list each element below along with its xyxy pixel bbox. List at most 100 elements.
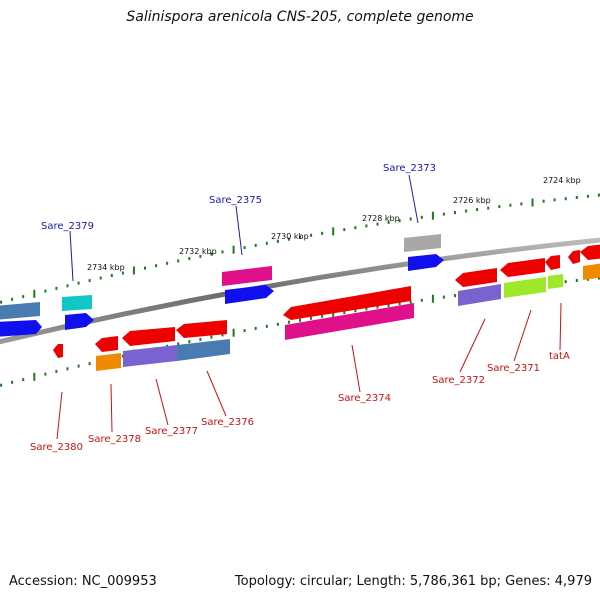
tick-mark: [310, 316, 313, 320]
label-sare-2377: Sare_2377: [145, 426, 198, 437]
gene-sare-2373-blue[interactable]: [408, 254, 444, 271]
tick-mark: [310, 233, 313, 237]
tick-mark: [586, 194, 589, 198]
tick-mark: [321, 231, 324, 235]
gene-sare-2376-red[interactable]: [176, 320, 227, 338]
tick-mark: [575, 196, 578, 199]
gene-sare-2375-blue[interactable]: [225, 285, 274, 304]
map-title: Salinispora arenicola CNS-205, complete …: [126, 9, 474, 25]
tick-mark: [276, 322, 279, 326]
tick-mark: [11, 380, 14, 384]
label-sare-2376: Sare_2376: [201, 417, 254, 428]
callout-sare-2373: [408, 174, 419, 224]
gene-sare-2378-red[interactable]: [95, 336, 118, 352]
tick-mark: [22, 295, 25, 299]
topology-summary: Topology: circular; Length: 5,786,361 bp…: [234, 574, 592, 589]
tick-mark: [110, 274, 113, 277]
gene-sare-2374-red[interactable]: [283, 286, 411, 320]
gene-sare-2378[interactable]: [96, 353, 121, 371]
tick-mark: [597, 193, 600, 197]
tick-mark: [276, 239, 279, 243]
tick-mark: [199, 337, 202, 341]
gene-red-small-a[interactable]: [545, 255, 560, 270]
tick-mark: [287, 237, 290, 241]
tick-mark: [365, 307, 368, 311]
tick-mark: [210, 335, 213, 339]
callout-lines: [56, 174, 562, 440]
tick-mark: [121, 354, 124, 358]
gene-sare-2379-blue[interactable]: [65, 313, 94, 330]
gene-tata[interactable]: [568, 250, 580, 264]
tick-mark: [11, 297, 14, 301]
label-sare-2378: Sare_2378: [88, 434, 141, 445]
tick-mark: [66, 284, 69, 288]
tick-label-2724: 2724 kbp: [543, 176, 581, 185]
tick-mark: [243, 329, 246, 333]
gene-sare-2380[interactable]: [53, 344, 63, 358]
gene-blue-left[interactable]: [0, 320, 42, 337]
callout-sare-2372: [459, 318, 486, 373]
gene-red-right[interactable]: [580, 244, 600, 260]
label-sare-2371: Sare_2371: [487, 363, 540, 374]
tick-mark: [221, 250, 224, 254]
tick-label-2726: 2726 kbp: [453, 196, 491, 205]
tick-mark: [243, 246, 246, 250]
tick-label-2728: 2728 kbp: [362, 214, 400, 223]
genes-forward: [0, 234, 444, 337]
gene-lime-small[interactable]: [548, 274, 563, 289]
tick-mark: [332, 227, 335, 236]
tick-mark: [498, 205, 501, 209]
tick-mark: [177, 259, 180, 263]
tick-mark: [44, 372, 47, 376]
tick-mark: [564, 197, 567, 201]
tick-mark: [321, 314, 324, 318]
tick-mark: [188, 340, 191, 344]
gene-sare-2379[interactable]: [62, 295, 92, 311]
gene-sare-2376[interactable]: [177, 339, 230, 361]
tick-mark: [420, 298, 423, 302]
tick-mark: [365, 224, 368, 228]
tick-mark: [531, 198, 534, 207]
gene-sare-2374[interactable]: [285, 303, 414, 340]
tick-mark: [343, 228, 346, 232]
callout-sare-2377: [155, 378, 169, 426]
tick-mark: [575, 279, 578, 282]
tick-labels: 2734 kbp 2732 kbp 2730 kbp 2728 kbp 2726…: [87, 176, 581, 272]
gene-sare-2380-upper[interactable]: [0, 302, 40, 320]
tick-mark: [199, 254, 202, 258]
tick-mark: [431, 211, 434, 220]
gene-sare-2372-red[interactable]: [455, 268, 497, 287]
callout-sare-2371: [513, 309, 532, 362]
tick-mark: [55, 286, 58, 290]
tick-mark: [553, 198, 556, 202]
gene-sare-2371[interactable]: [504, 277, 546, 298]
gene-sare-2377[interactable]: [123, 345, 177, 367]
tick-mark: [265, 241, 268, 245]
tick-mark: [144, 266, 146, 270]
tick-mark: [387, 303, 390, 307]
gene-sare-2372[interactable]: [458, 284, 501, 306]
gene-labels: Sare_2379 Sare_2375 Sare_2373 Sare_2380 …: [30, 163, 570, 453]
tick-mark: [132, 266, 135, 275]
tick-mark: [387, 220, 390, 224]
gene-sare-2377-red[interactable]: [122, 327, 175, 346]
gene-sare-2375[interactable]: [222, 266, 272, 286]
tick-mark: [442, 212, 445, 216]
tick-mark: [542, 199, 545, 203]
tick-mark: [398, 302, 401, 306]
tick-mark: [454, 211, 456, 215]
accession-text: Accession: NC_009953: [9, 574, 157, 589]
label-tata: tatA: [549, 351, 570, 362]
tick-mark: [354, 309, 357, 313]
tick-mark: [409, 300, 412, 304]
gene-sare-2371-red[interactable]: [500, 258, 545, 277]
gene-orange-right[interactable]: [583, 263, 600, 280]
tick-mark: [22, 378, 25, 382]
gene-sare-2373[interactable]: [404, 234, 441, 252]
tick-mark: [177, 342, 180, 346]
tick-mark: [509, 203, 512, 207]
tick-mark: [88, 362, 91, 366]
label-sare-2374: Sare_2374: [338, 393, 391, 404]
